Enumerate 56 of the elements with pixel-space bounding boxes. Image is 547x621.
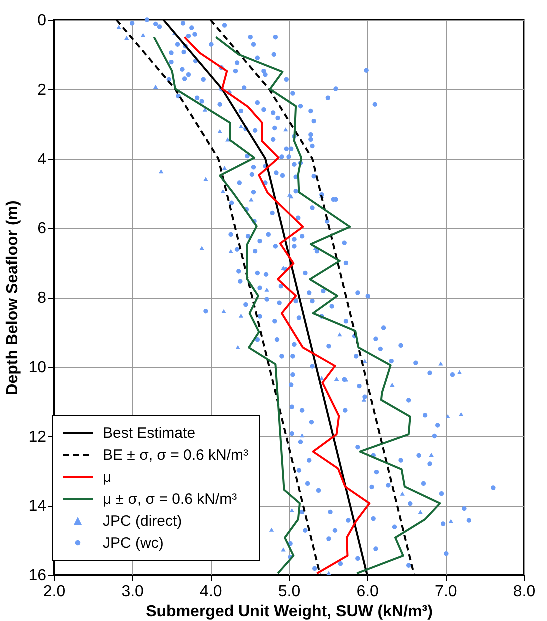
- point: [153, 84, 158, 89]
- point: [218, 129, 222, 134]
- point: [220, 189, 226, 194]
- point: [158, 170, 164, 174]
- point: [290, 508, 294, 513]
- point: [140, 33, 146, 38]
- point: [362, 359, 368, 364]
- point: [238, 314, 244, 318]
- point: [238, 124, 244, 129]
- y-tick-label: 4: [38, 151, 47, 168]
- point: [222, 166, 228, 170]
- point: [236, 345, 240, 350]
- point: [116, 25, 122, 30]
- point: [264, 288, 270, 292]
- legend-label: μ: [103, 468, 112, 486]
- point: [300, 434, 305, 438]
- y-tick-label: 14: [28, 498, 47, 516]
- x-axis-title: Submerged Unit Weight, SUW (kN/m³): [146, 604, 433, 620]
- y-tick-label: 2: [38, 82, 47, 99]
- legend-label: JPC (wc): [103, 534, 164, 552]
- point: [400, 492, 405, 496]
- legend-label: JPC (direct): [103, 512, 182, 530]
- point: [124, 36, 130, 40]
- y-tick-label: 10: [28, 359, 47, 376]
- legend-label: Best Estimate: [103, 424, 196, 442]
- y-tick-label: 6: [38, 220, 47, 238]
- point: [458, 412, 464, 416]
- point: [457, 370, 462, 374]
- legend-label: μ ± σ, σ = 0.6 kN/m³: [103, 490, 238, 508]
- y-axis-title: Depth Below Seafloor (m): [4, 200, 22, 396]
- point: [202, 108, 208, 112]
- point: [448, 519, 454, 524]
- y-tick-label: 16: [28, 568, 47, 584]
- y-tick-label: 12: [28, 428, 47, 446]
- point: [390, 382, 395, 387]
- point: [228, 249, 234, 254]
- legend-label: BE ± σ, σ = 0.6 kN/m³: [103, 446, 249, 464]
- point: [334, 376, 340, 382]
- x-tick-label: 2.0: [43, 584, 66, 600]
- x-tick-label: 8.0: [513, 584, 536, 600]
- x-tick-label: 3.0: [122, 584, 144, 600]
- point: [222, 309, 226, 314]
- point: [269, 528, 274, 532]
- y-tick-label: 0: [38, 12, 47, 30]
- x-tick-label: 4.0: [200, 584, 222, 600]
- point: [446, 414, 450, 419]
- point: [429, 452, 434, 458]
- x-tick-label: 6.0: [356, 584, 380, 600]
- x-tick-label: 5.0: [278, 584, 301, 600]
- point: [284, 128, 288, 132]
- y-tick-label: 8: [38, 290, 47, 307]
- point: [338, 332, 342, 337]
- x-tick-label: 7.0: [435, 584, 458, 600]
- point: [200, 246, 204, 250]
- point: [438, 362, 444, 366]
- point: [326, 571, 332, 576]
